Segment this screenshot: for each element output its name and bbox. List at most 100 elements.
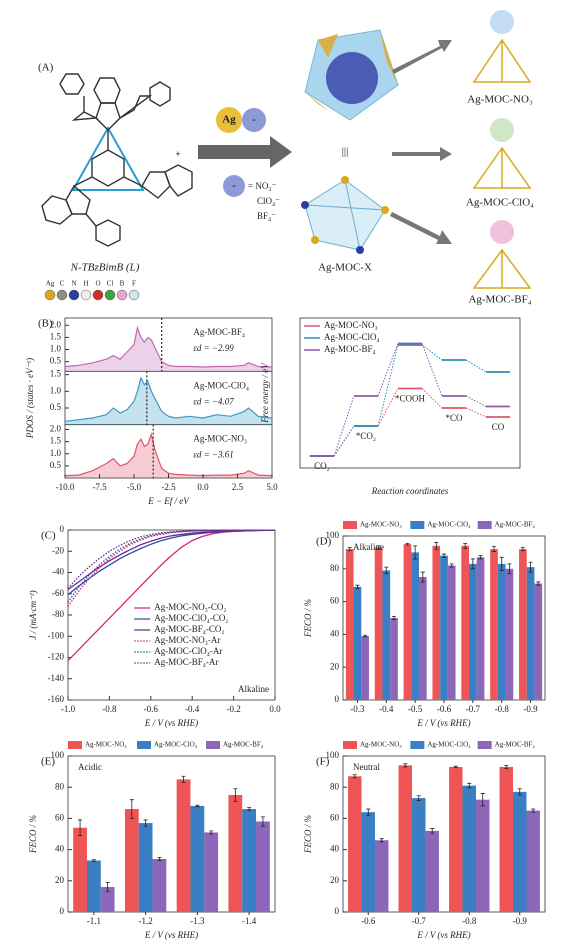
x-tick-label: -0.9 (513, 916, 528, 926)
series-label: Ag-MOC-BF₄ (193, 327, 245, 337)
y-tick-label: 1.0 (50, 448, 62, 458)
y-tick-label: 80 (330, 781, 340, 791)
energy-connector (377, 388, 399, 427)
anion-ball (242, 108, 266, 132)
legend-label: Ag-MOC-BF₄ (223, 741, 264, 749)
bar (534, 583, 543, 700)
error-bar (413, 545, 418, 560)
error-bar (442, 553, 446, 558)
legend-label: Ag-MOC-NO₃ (360, 521, 402, 529)
atom-ball (92, 289, 104, 301)
error-bar (384, 566, 389, 575)
legend-label: Ag-MOC-BF₄ (324, 344, 376, 354)
y-tick-label: -120 (48, 652, 65, 662)
lsv-curve (67, 529, 276, 596)
y-tick-label: 0 (335, 906, 340, 916)
pdos-fill (65, 378, 272, 425)
y-axis-label: PDOS / (states · eV⁻¹) (25, 358, 35, 439)
y-tick-label: -80 (52, 609, 64, 619)
error-bar (105, 881, 110, 893)
x-tick-label: -0.9 (523, 704, 538, 714)
y-axis-label: FECO / % (28, 815, 38, 854)
x-tick-label: 0.0 (269, 704, 281, 714)
energy-connector (333, 395, 355, 457)
bar (361, 812, 375, 912)
atom-ball (128, 289, 140, 301)
legend-label: Ag-MOC-ClO₄ (324, 332, 380, 342)
error-bar (78, 819, 83, 836)
arrow (390, 212, 452, 244)
error-bar (467, 782, 472, 789)
error-bar (416, 795, 421, 801)
legend-swatch (68, 741, 82, 749)
error-bar (430, 828, 435, 834)
y-tick-label: -160 (48, 694, 65, 704)
x-tick-label: -10.0 (56, 482, 75, 492)
panel-label: (A) (38, 62, 54, 74)
x-tick-label: -2.5 (161, 482, 176, 492)
lsv-curve (67, 529, 275, 603)
atom-symbol: C (60, 280, 65, 288)
x-tick-label: -1.2 (139, 916, 153, 926)
annotation: Acidic (78, 762, 102, 772)
plot-frame (342, 755, 546, 913)
y-tick-label: 60 (55, 812, 65, 822)
error-bar (181, 775, 186, 783)
error-bar (366, 808, 371, 816)
pdos-fill (65, 434, 272, 478)
atom-symbol: B (120, 280, 125, 288)
annotation: Neutral (353, 762, 380, 772)
x-tick-label: -1.1 (87, 916, 101, 926)
y-tick-label: 40 (330, 628, 340, 638)
anion-label: = NO₃⁻ (248, 181, 276, 191)
y-tick-label: 0.5 (50, 402, 62, 412)
atom-symbol: H (83, 280, 88, 288)
y-tick-label: 1.5 (50, 331, 62, 341)
y-tick-label: 100 (326, 750, 340, 760)
pdos-line (64, 376, 273, 422)
atom-ball (116, 289, 128, 301)
legend-swatch (410, 521, 425, 529)
error-bar (260, 816, 265, 827)
step-label: *CO₂ (356, 431, 376, 441)
y-tick-label: 1.0 (50, 344, 62, 354)
y-tick-label: 20 (330, 661, 340, 671)
bar (361, 636, 369, 700)
bar (86, 860, 101, 912)
y-tick-label: 2.0 (50, 424, 62, 434)
bar (228, 795, 243, 912)
legend-label: Ag-MOC-NO₃-CO₂ (154, 602, 226, 612)
y-tick-label: 60 (330, 812, 340, 822)
bar (462, 785, 476, 912)
bar (398, 765, 413, 912)
error-bar (463, 542, 468, 549)
bar (353, 586, 362, 700)
legend-label: Ag-MOC-ClO₄ (154, 741, 198, 749)
bar (447, 565, 456, 700)
legend-label: Ag-MOC-NO₃ (85, 741, 127, 749)
y-tick-label: -100 (48, 630, 65, 640)
atom-symbol: N (71, 280, 76, 288)
legend-swatch (410, 741, 425, 749)
legend-label: Ag-MOC-NO₃-Ar (154, 635, 220, 645)
y-tick-label: 1.5 (50, 369, 62, 379)
error-bar (536, 581, 541, 586)
y-tick-label: 80 (330, 563, 340, 573)
pdos-fill (65, 327, 272, 372)
legend-swatch (477, 741, 492, 749)
anion-symbol: - (252, 114, 256, 126)
x-axis-label: E / V (vs RHE) (144, 930, 198, 940)
plot-frame (64, 317, 273, 479)
y-tick-label: 0.5 (50, 356, 62, 366)
y-tick-label: 1.0 (50, 385, 62, 395)
annotation: Alkaline (353, 542, 384, 552)
error-bar (376, 545, 381, 550)
error-bar (480, 793, 485, 807)
error-bar (470, 558, 475, 570)
lsv-curve (67, 529, 275, 607)
energy-connector (377, 343, 399, 397)
error-bar (434, 542, 439, 550)
error-bar (391, 615, 396, 621)
x-tick-label: -1.3 (190, 916, 205, 926)
anion-label: BF₄⁻ (257, 211, 276, 221)
